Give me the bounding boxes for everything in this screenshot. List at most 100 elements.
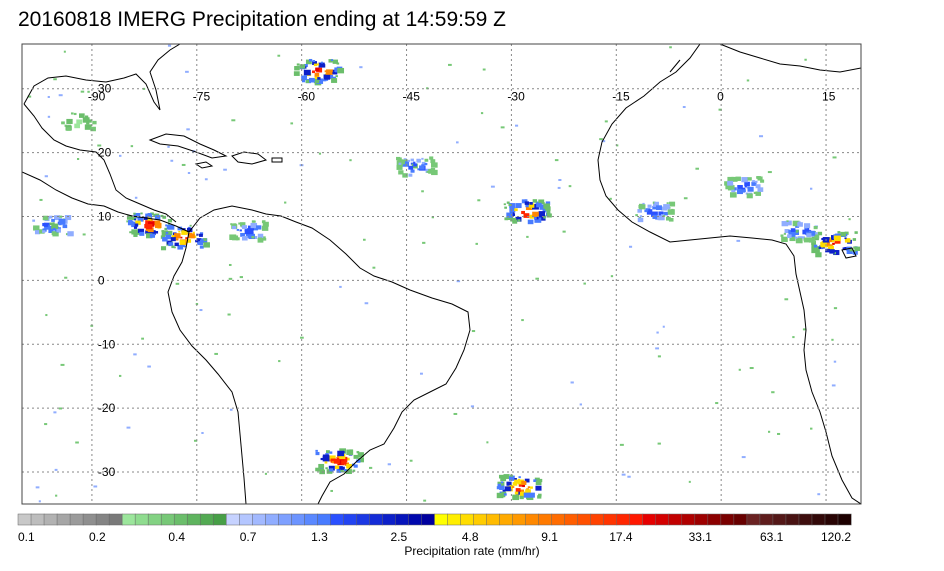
mediterranean-coastline [719,44,861,73]
precip-pixel [804,227,808,230]
precip-pixel [500,481,504,484]
precip-pixel [195,239,199,243]
precip-pixel [56,228,61,233]
precip-pixel [506,481,512,486]
precip-pixel [832,242,835,245]
precip-pixel [145,220,150,224]
colorbar-tick-label: 63.1 [760,530,784,544]
precip-pixel [781,236,788,242]
colorbar-tick-label: 33.1 [689,530,713,544]
precip-pixel [503,474,510,479]
precip-pixel [135,220,141,225]
precip-pixel [616,144,619,147]
precip-pixel [804,58,807,61]
precip-pixel [515,124,519,127]
colorbar-swatch [343,513,357,526]
precip-pixel [229,408,233,411]
precip-pixel [744,181,750,187]
precip-pixel [820,242,827,248]
precip-pixel [118,374,122,377]
colorbar-swatch [668,513,683,526]
precip-pixel [356,459,361,463]
precip-pixel [372,266,376,269]
colorbar-swatch [798,513,813,526]
precip-pixel [583,282,586,285]
precip-pixel [821,237,824,241]
precip-pixel [80,90,85,93]
precip-pixel [837,231,841,234]
precip-pixel [668,217,674,222]
precip-system-venezuela-cluster [229,220,269,243]
precip-pixel [131,221,138,228]
colorbar-swatch [785,513,800,526]
precip-pixel [496,492,504,499]
precip-pixel [82,233,86,236]
precip-pixel [145,223,148,225]
precip-pixel [669,46,672,49]
precip-pixel [663,211,668,216]
precip-pixel [163,230,168,234]
colorbar-swatch [811,513,826,526]
precip-pixel [86,121,90,125]
precip-pixel [45,314,48,317]
colorbar-swatch [694,513,709,526]
precip-pixel [134,218,137,221]
precip-pixel [75,441,79,444]
precip-pixel [846,249,853,255]
precip-pixel [139,231,145,236]
precip-pixel [429,156,434,160]
precip-pixel [397,157,402,161]
precip-pixel [353,454,359,459]
precip-pixel [67,231,74,237]
precip-pixel [482,68,486,71]
colorbar-swatch [134,513,149,526]
precip-pixel [742,187,746,191]
precip-pixel [662,325,665,328]
precip-pixel [508,476,515,481]
latitude-label: 10 [98,210,112,224]
precip-pixel [301,75,307,81]
precip-pixel [228,263,232,266]
precip-pixel [599,138,603,141]
precip-pixel [497,483,502,487]
precip-pixel [529,486,533,489]
precip-pixel [504,217,508,221]
precip-pixel [171,245,175,249]
precip-pixel [529,202,533,205]
precip-pixel [357,457,365,463]
precip-pixel [337,67,345,74]
precip-pixel [174,233,181,239]
colorbar-swatch [82,513,97,526]
colorbar-swatch [369,513,383,526]
precip-pixel [133,212,136,215]
precip-pixel [277,54,281,57]
precip-system-panama-colombia [160,224,210,251]
precip-pixel [227,313,231,316]
precip-pixel [545,206,551,211]
precip-pixel [315,67,320,72]
precip-pixel [731,176,738,182]
precip-pixel [314,76,320,81]
precip-pixel [546,213,552,218]
precip-pixel [784,298,789,301]
precip-pixel [431,169,438,176]
precip-pixel [316,78,324,84]
hispaniola-coastline [231,151,268,165]
precip-pixel [732,187,737,191]
precip-pixel [818,246,822,249]
precip-pixel [413,161,416,164]
precip-pixel [744,185,747,188]
precip-pixel [794,236,798,239]
precip-pixel [833,307,838,310]
precip-pixel [515,216,522,222]
precip-pixel [424,162,428,166]
colorbar-swatch [160,513,175,526]
precip-pixel [84,115,89,119]
precip-pixel [771,391,775,394]
precip-pixel [180,236,183,239]
precip-pixel [244,228,249,232]
precip-pixel [426,170,429,173]
precip-pixel [506,212,513,218]
colorbar-swatch [681,513,696,526]
precip-pixel [66,118,73,124]
